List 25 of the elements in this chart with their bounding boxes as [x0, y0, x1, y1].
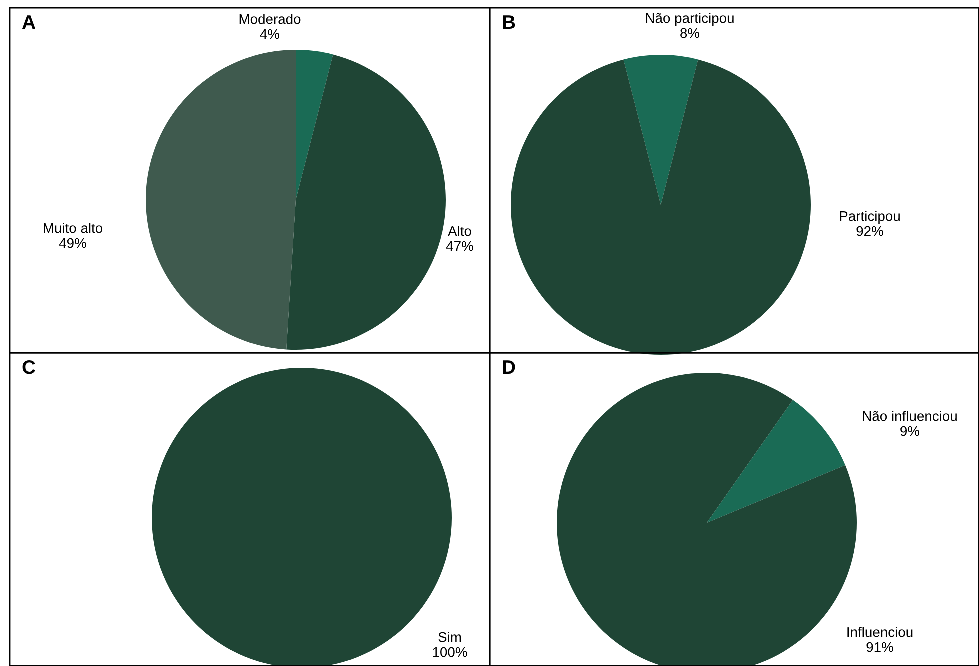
pie-slice: [286, 54, 446, 350]
data-label: 9%: [900, 426, 920, 436]
slice-label: Alto: [448, 226, 472, 236]
data-label: 92%: [856, 226, 884, 236]
pie-slice: [624, 55, 698, 205]
chart-title: D: [503, 360, 516, 374]
slice-label: Sim: [438, 632, 462, 642]
pie-slice: [296, 50, 334, 200]
slice-label: Não participou: [646, 13, 734, 26]
slice-label: Participou: [840, 211, 900, 224]
chart-title: A: [22, 16, 36, 30]
chart-title: C: [22, 360, 36, 374]
data-label: 91%: [866, 642, 894, 652]
chart-title: B: [503, 16, 516, 30]
slice-label: Não influenciou: [863, 411, 957, 422]
data-label: 8%: [680, 28, 700, 38]
pie-slice: [511, 60, 811, 355]
data-label: 49%: [59, 238, 86, 248]
pie-slice: [146, 50, 296, 350]
slice-label: Moderado: [240, 14, 301, 24]
slice-label: Influenciou: [848, 627, 913, 638]
data-label: 100%: [433, 647, 468, 658]
data-label: 47%: [446, 241, 474, 252]
slice-label: Muito alto: [44, 223, 103, 234]
data-label: 4%: [260, 29, 280, 40]
